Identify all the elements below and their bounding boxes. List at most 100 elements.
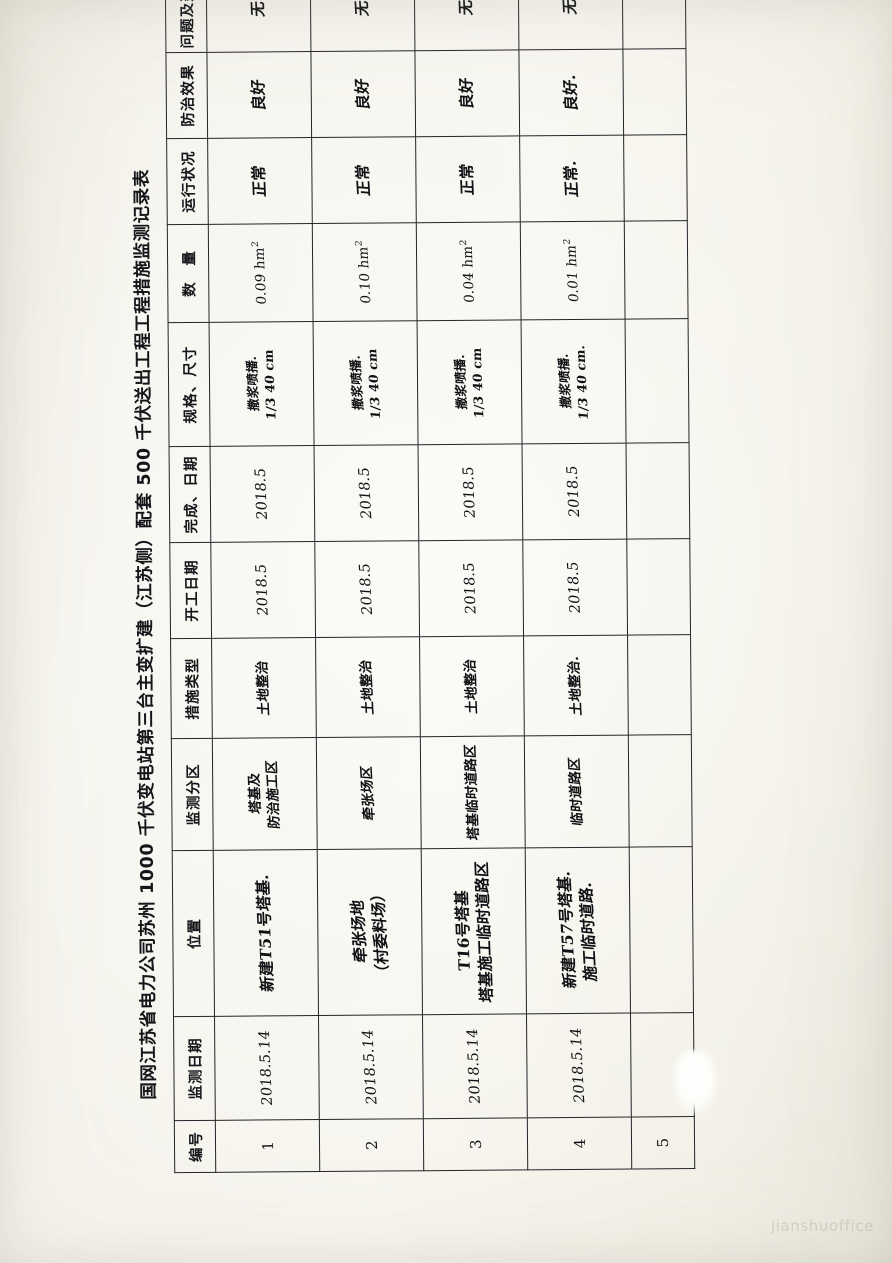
handwritten-measure-type: 土地整治.: [566, 654, 586, 716]
cell-spec: 撒浆喷播. 1/3 40 cm: [313, 320, 419, 446]
form-title: 国网江苏省电力公司苏州 1000 千伏变电站第三台主变扩建（江苏侧）配套 500…: [132, 168, 160, 1100]
cell-effect: [622, 48, 687, 135]
cell-quantity: 0.04 hm2: [416, 221, 522, 321]
cell-issues: 无: [518, 0, 623, 50]
cell-effect: 良好: [310, 50, 416, 138]
rotated-document-layer: 国网江苏省电力公司苏州 1000 千伏变电站第三台主变扩建（江苏侧）配套 500…: [126, 0, 766, 1187]
cell-run-status: [623, 134, 688, 221]
cell-no: 3: [423, 1117, 528, 1171]
cell-finish-date: 2018.5: [210, 445, 315, 542]
handwritten-run-status: [651, 135, 660, 220]
table-row: 1 2018.5.14 新建T51号塔基. 塔基及 防治施工区 土地整治 201…: [206, 0, 320, 1172]
handwritten-location: T16号塔基 塔基施工临时道路区: [451, 860, 496, 1003]
cell-date: 2018.5.14: [318, 1014, 424, 1120]
handwritten-spec: 撒浆喷播. 1/3 40 cm: [451, 346, 486, 419]
handwritten-start-date: 2018.5: [356, 561, 376, 616]
handwritten-quantity: 0.09 hm2: [250, 240, 271, 305]
cell-type: 土地整治: [211, 637, 317, 738]
cell-location: T16号塔基 塔基施工临时道路区: [421, 847, 527, 1015]
cell-quantity: 0.01 hm2: [520, 220, 626, 320]
col-header-issue: 问题及建议: [165, 0, 207, 53]
handwritten-date: 2018.5.14: [256, 1028, 276, 1106]
handwritten-location: 新建T51号塔基.: [252, 872, 278, 992]
cell-zone: 临时道路区: [524, 734, 630, 848]
cell-run-status: 正常: [415, 135, 521, 223]
cell-quantity: 0.10 hm2: [312, 222, 418, 322]
handwritten-spec: 撒浆喷播. 1/3 40 cm: [243, 348, 279, 420]
col-header-fin: 完成、日期: [169, 445, 211, 543]
row-number: 2: [362, 1139, 381, 1150]
col-header-run: 运行状况: [166, 137, 209, 225]
table-row: 5: [622, 0, 695, 1169]
handwritten-location: 新建T57号塔基. 施工临时道路.: [553, 869, 600, 989]
col-header-type: 措施类型: [170, 637, 213, 739]
cell-effect: 良好: [414, 49, 520, 137]
handwritten-finish-date: 2018.5: [252, 466, 271, 520]
handwritten-issues: 无: [559, 0, 580, 15]
cell-run-status: 正常.: [519, 134, 625, 222]
handwritten-location: [655, 847, 668, 1012]
col-header-qty: 数 量: [167, 223, 210, 323]
handwritten-issues: [650, 0, 659, 48]
cell-start-date: [626, 538, 691, 635]
handwritten-effect: 良好: [351, 77, 373, 111]
handwritten-spec: 撒浆喷播. 1/3 40 cm: [347, 347, 383, 420]
handwritten-quantity: 0.10 hm2: [354, 239, 375, 304]
handwritten-start-date: [654, 539, 664, 634]
handwritten-finish-date: 2018.5: [460, 465, 479, 519]
cell-start-date: 2018.5: [314, 540, 420, 638]
table-row: 2 2018.5.14 牵张场地 （村委料场） 牵张场区 土地整治 2018.5…: [310, 0, 424, 1172]
handwritten-zone: 塔基及 防治施工区: [246, 759, 284, 830]
handwritten-finish-date: [653, 443, 663, 538]
col-header-date: 监测日期: [173, 1015, 216, 1121]
cell-run-status: 正常: [311, 136, 417, 224]
handwritten-run-status: 正常: [248, 163, 270, 197]
handwritten-finish-date: 2018.5: [564, 464, 584, 518]
cell-quantity: [624, 220, 689, 319]
watermark: jianshuoffice: [770, 1217, 874, 1235]
cell-issues: 无: [206, 0, 311, 52]
cell-date: 2018.5.14: [214, 1015, 320, 1120]
cell-date: 2018.5.14: [526, 1012, 632, 1118]
handwritten-date: 2018.5.14: [464, 1027, 484, 1105]
document-content: 国网江苏省电力公司苏州 1000 千伏变电站第三台主变扩建（江苏侧）配套 500…: [122, 0, 771, 1189]
row-number: 3: [466, 1138, 485, 1149]
cell-location: 新建T57号塔基. 施工临时道路.: [525, 846, 631, 1014]
handwritten-run-status: 正常: [352, 163, 374, 197]
handwritten-measure-type: 土地整治: [358, 658, 378, 715]
handwritten-date: 2018.5.14: [359, 1028, 381, 1105]
handwritten-effect: 良好: [456, 76, 477, 110]
row-number: 4: [570, 1137, 589, 1149]
handwritten-effect: 良好: [248, 77, 269, 111]
cell-issues: 无: [414, 0, 519, 51]
handwritten-run-status: 正常.: [560, 158, 582, 198]
handwritten-zone: [655, 735, 665, 846]
handwritten-date: [657, 1013, 667, 1116]
handwritten-quantity: 0.01 hm2: [562, 237, 583, 303]
cell-type: 土地整治.: [523, 634, 629, 736]
handwritten-start-date: 2018.5: [461, 561, 480, 615]
cell-spec: 撒浆喷播. 1/3 40 cm.: [521, 318, 627, 444]
handwritten-effect: [650, 49, 659, 134]
handwritten-zone: 临时道路区: [566, 755, 587, 826]
handwritten-issues: 无: [247, 0, 268, 17]
cell-finish-date: 2018.5: [418, 443, 523, 541]
handwritten-spec: [652, 319, 663, 442]
col-header-zone: 监测分区: [171, 737, 214, 851]
cell-start-date: 2018.5: [522, 538, 628, 636]
handwritten-zone: 塔基临时道路区: [462, 743, 483, 841]
cell-spec: [625, 318, 690, 443]
handwritten-start-date: 2018.5: [253, 562, 272, 616]
cell-effect: 良好: [206, 51, 312, 138]
cell-zone: 塔基及 防治施工区: [212, 737, 318, 850]
cell-location: 牵张场地 （村委料场）: [317, 848, 423, 1016]
cell-start-date: 2018.5: [210, 541, 316, 638]
col-header-start: 开工日期: [169, 541, 212, 639]
cell-location: 新建T51号塔基.: [213, 849, 319, 1016]
handwritten-measure-type: 土地整治: [462, 657, 481, 714]
handwritten-issues: 无: [455, 0, 476, 16]
row-number: 5: [653, 1137, 673, 1148]
handwritten-quantity: [651, 221, 661, 318]
cell-date: 2018.5.14: [422, 1013, 528, 1119]
